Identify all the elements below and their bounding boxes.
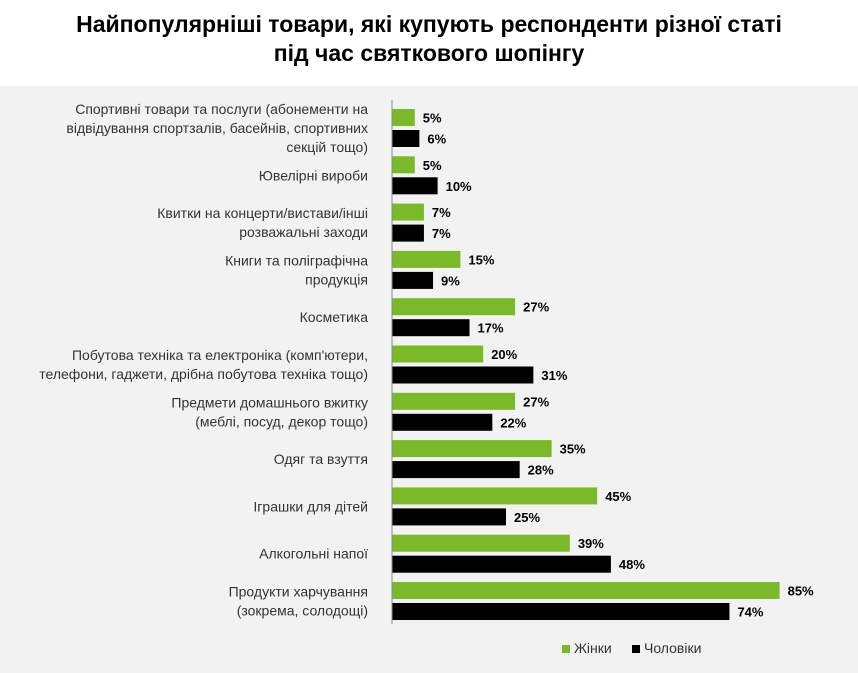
data-label: 74% (737, 605, 763, 620)
data-label: 22% (500, 415, 526, 430)
category-label: Квитки на концерти/вистави/інші (157, 205, 368, 221)
category-label: секцій тощо) (286, 139, 368, 155)
category-label: відвідування спортзалів, басейнів, спорт… (66, 120, 368, 136)
category-label: Побутова техніка та електроніка (комп'ют… (72, 347, 368, 363)
bar-female (392, 203, 424, 221)
data-label: 28% (528, 463, 554, 478)
bar-female (392, 582, 780, 599)
legend-label-male: Чоловіки (644, 640, 701, 656)
bar-female (392, 298, 516, 316)
category-label: Іграшки для дітей (253, 498, 368, 514)
data-label: 25% (514, 510, 540, 525)
category-label: (меблі, посуд, декор тощо) (195, 413, 368, 429)
category-label: Продукти харчування (229, 584, 368, 600)
bar-male (392, 271, 434, 289)
bar-male (392, 555, 611, 573)
chart-title-line-2: під час святкового шопінгу (273, 40, 585, 66)
bar-chart: Спортивні товари та послуги (абонементи … (39, 100, 814, 656)
bar-male (392, 603, 730, 620)
category-label: (зокрема, солодощі) (237, 603, 368, 619)
bar-female (392, 534, 570, 552)
category-label: продукція (305, 271, 368, 287)
category-label: Одяг та взуття (274, 451, 368, 467)
bar-female (392, 250, 461, 268)
data-label: 31% (541, 368, 567, 383)
data-label: 45% (605, 489, 631, 504)
chart-panel: Спортивні товари та послуги (абонементи … (0, 86, 858, 673)
bar-male (392, 366, 534, 384)
legend-swatch-female (562, 645, 570, 653)
bar-female (392, 487, 598, 505)
legend-label-female: Жінки (574, 640, 612, 656)
data-label: 6% (427, 132, 446, 147)
data-label: 85% (788, 584, 814, 599)
legend-swatch-male (632, 645, 640, 653)
data-label: 5% (423, 111, 442, 126)
data-label: 7% (432, 205, 451, 220)
bar-female (392, 109, 415, 126)
bar-male (392, 461, 520, 479)
data-label: 39% (578, 536, 604, 551)
bar-male (392, 224, 424, 242)
bar-female (392, 440, 552, 458)
bar-male (392, 177, 438, 195)
data-label: 5% (423, 158, 442, 173)
data-label: 15% (468, 252, 494, 267)
category-label: Косметика (300, 309, 369, 325)
bar-female (392, 392, 516, 410)
data-label: 9% (441, 273, 460, 288)
data-label: 20% (491, 347, 517, 362)
category-label: розважальні заходи (239, 224, 368, 240)
data-label: 35% (560, 442, 586, 457)
bar-male (392, 130, 420, 147)
bar-male (392, 413, 493, 431)
data-label: 7% (432, 226, 451, 241)
chart-title-line-1: Найпопулярніші товари, які купують респо… (76, 11, 782, 37)
bar-female (392, 156, 415, 174)
chart-title: Найпопулярніші товари, які купують респо… (0, 0, 858, 86)
bar-male (392, 508, 506, 526)
category-label: Предмети домашнього вжитку (171, 394, 368, 410)
category-label: Книги та поліграфічна (225, 252, 368, 268)
category-label: Алкогольні напої (259, 546, 368, 562)
data-label: 27% (523, 394, 549, 409)
data-label: 27% (523, 300, 549, 315)
bar-female (392, 345, 484, 363)
data-label: 10% (446, 179, 472, 194)
bar-male (392, 319, 470, 337)
category-label: Ювелірні вироби (259, 167, 368, 183)
category-label: Спортивні товари та послуги (абонементи … (75, 101, 368, 117)
category-label: телефони, гаджети, дрібна побутова техні… (39, 366, 368, 382)
data-label: 48% (619, 557, 645, 572)
data-label: 17% (478, 321, 504, 336)
